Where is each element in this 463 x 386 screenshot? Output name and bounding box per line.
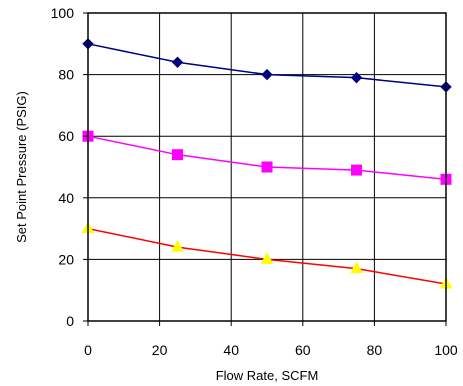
- x-tick-label: 40: [223, 342, 239, 358]
- series-3-point: [260, 252, 274, 264]
- series-3-point: [171, 240, 184, 252]
- series-2-line: [87, 135, 447, 181]
- series-1-line: [87, 43, 447, 88]
- x-tick-label: 60: [295, 342, 311, 358]
- tick-labels: 0 20 40 60 80 100 0 20 40 60 80 100: [51, 5, 458, 358]
- series-2-point: [351, 164, 362, 176]
- x-tick-label: 20: [152, 342, 168, 358]
- series-1: [82, 38, 452, 93]
- x-tick-label: 80: [367, 342, 383, 358]
- series-1-point: [171, 56, 184, 68]
- series-1-point: [261, 68, 273, 81]
- y-tick-label: 20: [58, 251, 74, 267]
- y-tick-label: 100: [51, 5, 75, 21]
- y-tick-label: 80: [58, 67, 74, 83]
- x-tick-label: 100: [434, 342, 458, 358]
- x-axis-label: Flow Rate, SCFM: [216, 368, 319, 383]
- y-tick-label: 0: [66, 313, 74, 329]
- series-3: [81, 221, 453, 289]
- y-axis-label: Set Point Pressure (PSIG): [14, 91, 29, 243]
- plot-area-frame: [87, 12, 447, 322]
- series-2-point: [172, 149, 183, 161]
- y-tick-label: 60: [58, 128, 74, 144]
- series-layer: [81, 38, 453, 289]
- series-1-point: [350, 71, 363, 84]
- series-2-point: [261, 161, 273, 173]
- y-tick-label: 40: [58, 190, 74, 206]
- series-3-point: [350, 261, 363, 274]
- series-2: [82, 130, 452, 185]
- x-tick-label: 0: [84, 342, 92, 358]
